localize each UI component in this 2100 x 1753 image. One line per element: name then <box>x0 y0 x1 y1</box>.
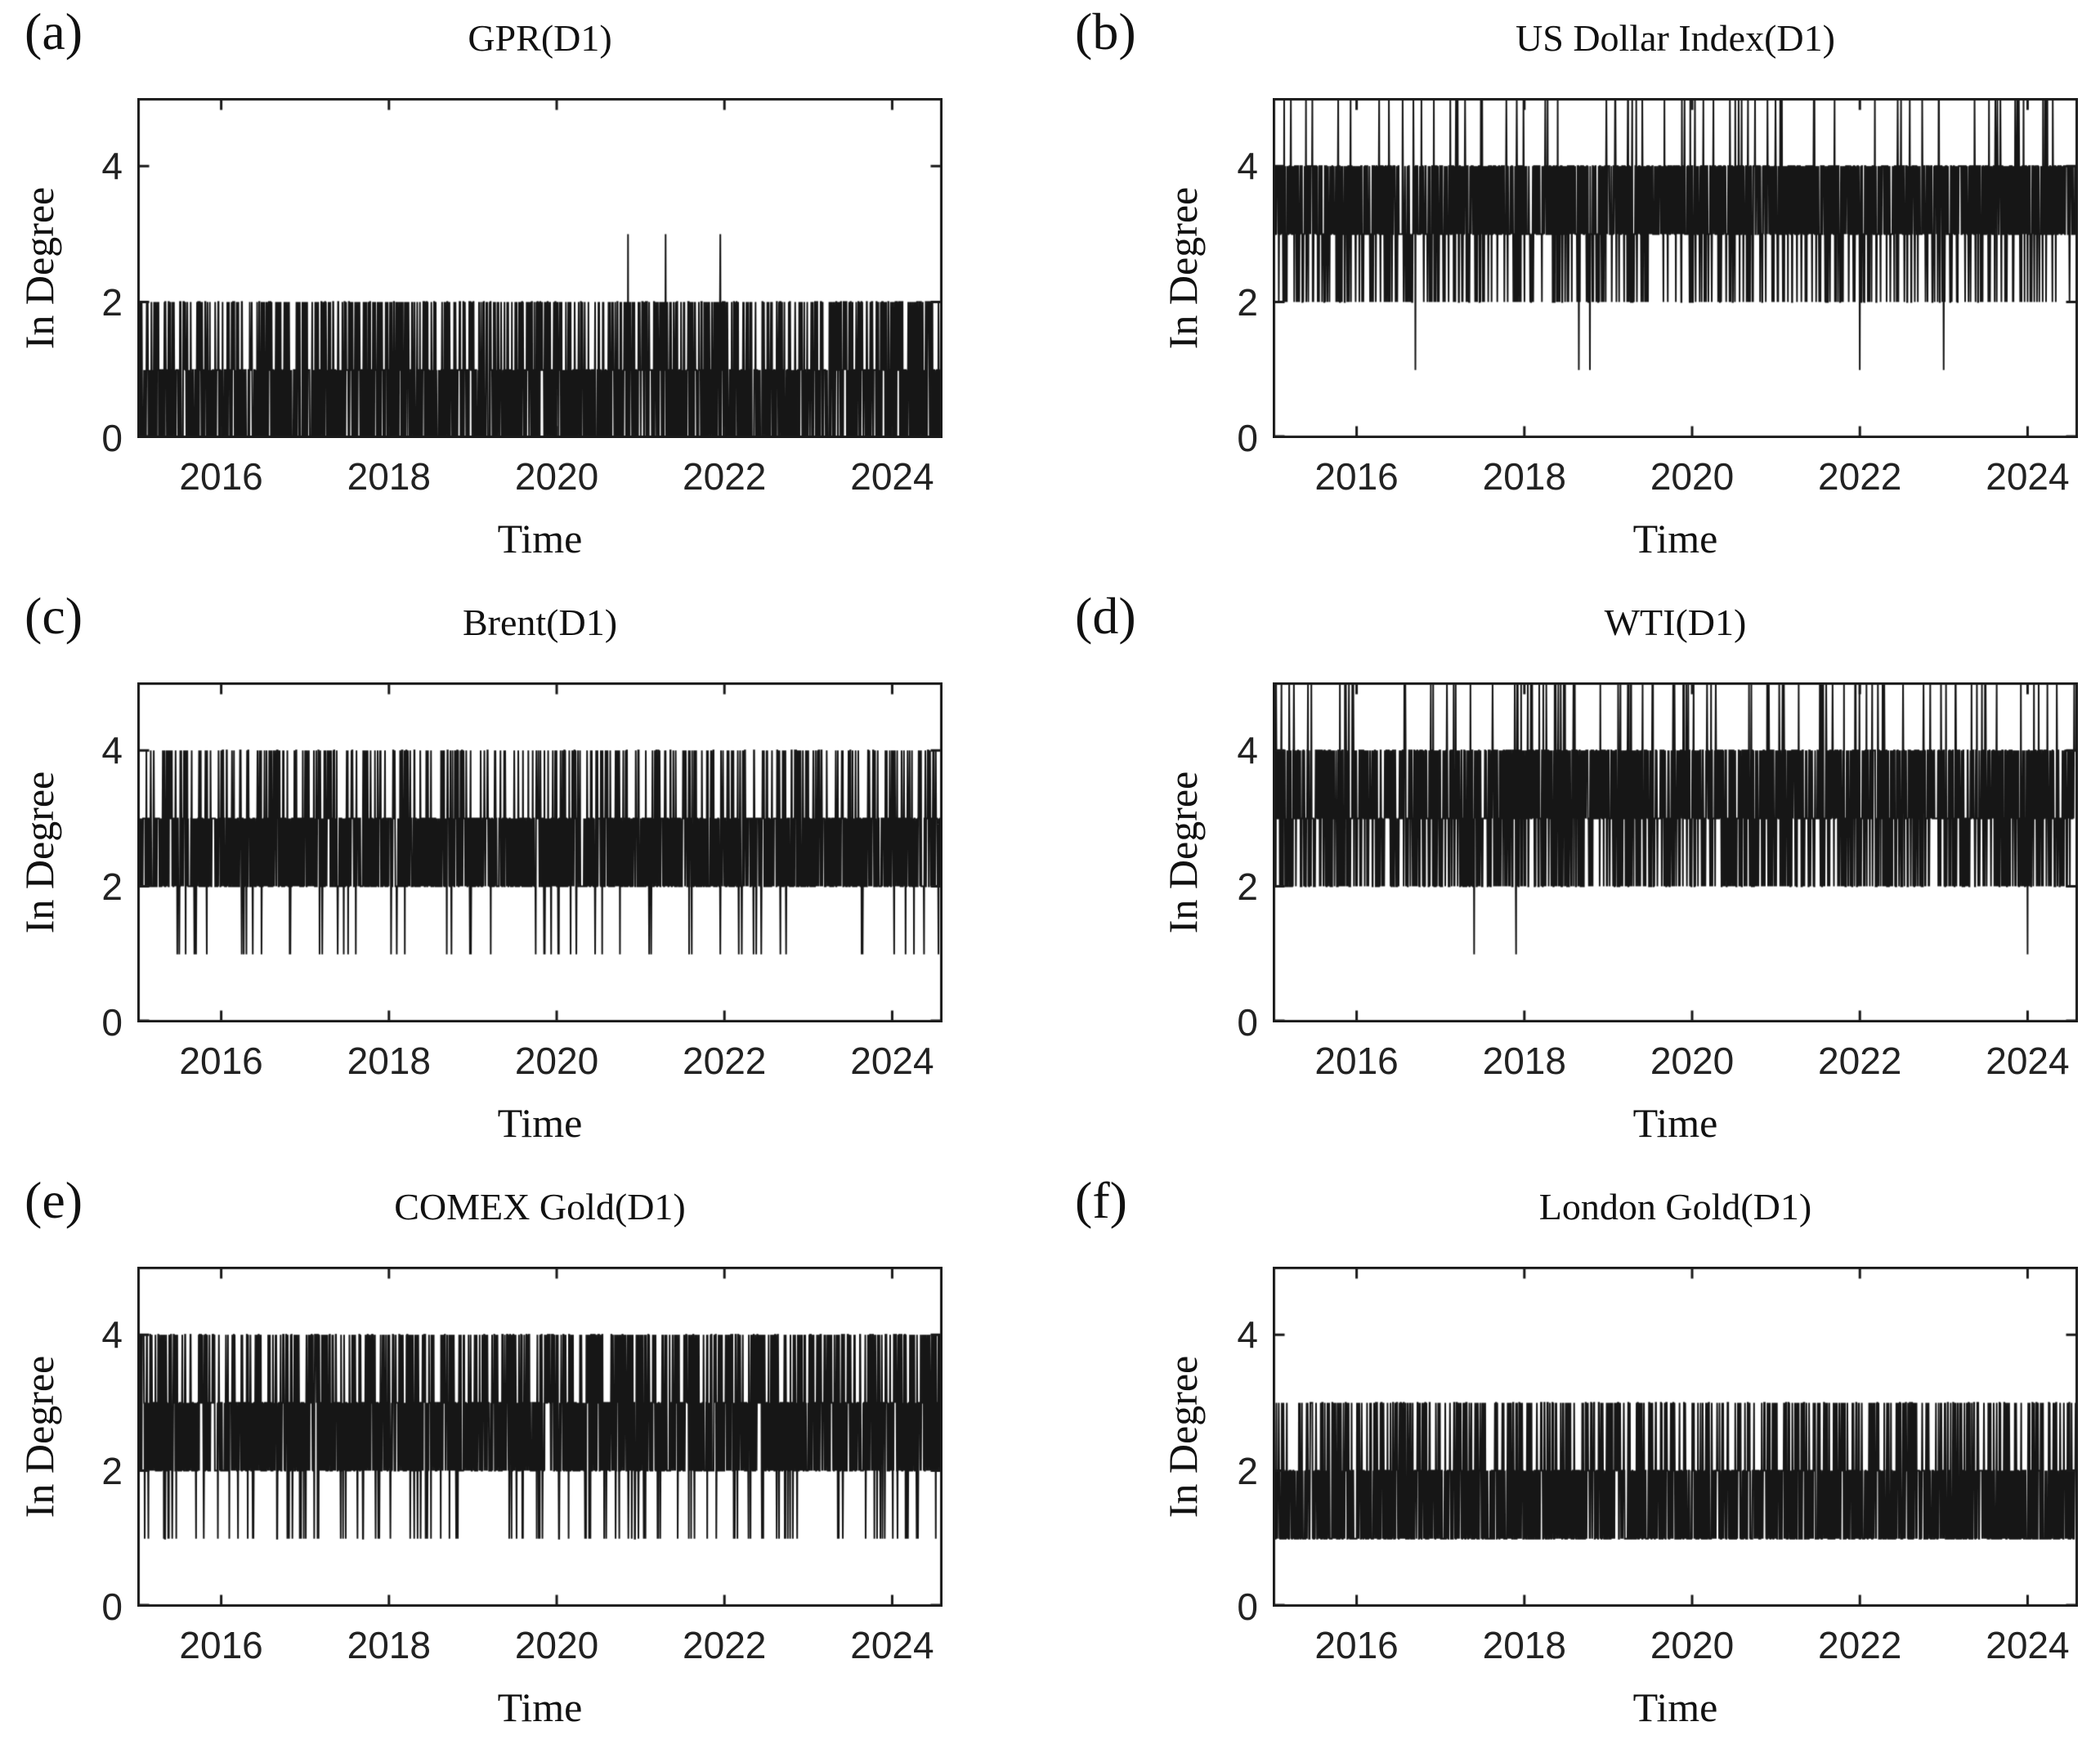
x-tick-label: 2018 <box>347 1040 431 1082</box>
x-tick-label: 2018 <box>1482 1624 1566 1666</box>
panel-title: WTI(D1) <box>1604 601 1747 643</box>
y-tick-label: 2 <box>1237 865 1258 908</box>
plot-canvas-f <box>1273 1267 2078 1607</box>
x-tick-label: 2016 <box>1314 1040 1399 1082</box>
y-tick-label: 0 <box>101 1585 123 1628</box>
x-tick-label: 2022 <box>683 455 767 498</box>
plot-canvas-b <box>1273 98 2078 438</box>
y-tick-label: 2 <box>1237 1449 1258 1492</box>
panel-a-gpr: (a) GPR(D1) In Degree Time 2016 2018 2020 2… <box>0 0 1050 584</box>
y-axis-label: In Degree <box>1160 1355 1206 1518</box>
panel-title: London Gold(D1) <box>1538 1186 1812 1228</box>
y-tick-label: 2 <box>101 1449 123 1492</box>
x-tick-label: 2020 <box>514 1040 599 1082</box>
panel-letter: (f) <box>1075 1171 1127 1229</box>
x-axis-label: Time <box>497 1684 583 1730</box>
panel-letter: (e) <box>25 1171 83 1229</box>
x-tick-label: 2020 <box>1650 1624 1735 1666</box>
x-tick-label: 2022 <box>1818 455 1902 498</box>
y-axis-label: In Degree <box>16 1355 62 1518</box>
x-tick-label: 2020 <box>514 1624 599 1666</box>
y-tick-label: 4 <box>101 1313 123 1357</box>
y-tick-label: 4 <box>1237 729 1258 772</box>
plot-canvas-c <box>137 682 943 1022</box>
panel-title: US Dollar Index(D1) <box>1516 17 1835 59</box>
y-tick-label: 2 <box>101 865 123 908</box>
x-tick-label: 2020 <box>1650 1040 1735 1082</box>
x-tick-label: 2024 <box>850 455 934 498</box>
x-axis-label: Time <box>1632 1684 1718 1730</box>
panel-c-brent: (c) Brent(D1) In Degree Time 2016 2018 202… <box>0 584 1050 1169</box>
x-tick-label: 2016 <box>179 1624 263 1666</box>
y-axis-label: In Degree <box>16 771 62 934</box>
plot-canvas-a <box>137 98 943 438</box>
x-tick-label: 2016 <box>179 1040 263 1082</box>
y-tick-label: 4 <box>1237 145 1258 188</box>
y-tick-label: 0 <box>1237 1585 1258 1628</box>
y-axis-label: In Degree <box>1160 186 1206 350</box>
x-axis-label: Time <box>1632 516 1718 561</box>
panel-letter: (a) <box>25 2 83 60</box>
x-tick-label: 2018 <box>1482 1040 1566 1082</box>
y-tick-label: 0 <box>101 417 123 459</box>
x-tick-label: 2022 <box>683 1624 767 1666</box>
x-tick-label: 2018 <box>1482 455 1566 498</box>
x-axis-label: Time <box>497 516 583 561</box>
x-tick-label: 2024 <box>1986 455 2070 498</box>
x-tick-label: 2020 <box>514 455 599 498</box>
x-tick-label: 2022 <box>683 1040 767 1082</box>
y-tick-label: 4 <box>101 145 123 188</box>
x-tick-label: 2024 <box>850 1624 934 1666</box>
panel-d-wti: (d) WTI(D1) In Degree Time 2016 2018 2020 2… <box>1050 584 2100 1169</box>
panel-letter: (d) <box>1075 587 1136 645</box>
panel-title: GPR(D1) <box>468 17 612 59</box>
x-tick-label: 2016 <box>179 455 263 498</box>
y-tick-label: 0 <box>1237 417 1258 459</box>
x-tick-label: 2024 <box>1986 1040 2070 1082</box>
y-axis-label: In Degree <box>1160 771 1206 934</box>
x-axis-label: Time <box>497 1100 583 1146</box>
panel-b-us-dollar-index: (b) US Dollar Index(D1) In Degree Time 2… <box>1050 0 2100 584</box>
panel-title: Brent(D1) <box>462 601 618 643</box>
y-tick-label: 0 <box>101 1001 123 1044</box>
y-tick-label: 4 <box>1237 1313 1258 1357</box>
y-tick-label: 2 <box>1237 280 1258 324</box>
x-tick-label: 2024 <box>1986 1624 2070 1666</box>
x-tick-label: 2024 <box>850 1040 934 1082</box>
y-axis-label: In Degree <box>16 186 62 350</box>
plot-canvas-d <box>1273 682 2078 1022</box>
x-tick-label: 2022 <box>1818 1624 1902 1666</box>
y-tick-label: 0 <box>1237 1001 1258 1044</box>
x-tick-label: 2016 <box>1314 455 1399 498</box>
panel-letter: (b) <box>1075 2 1136 60</box>
plot-canvas-e <box>137 1267 943 1607</box>
x-tick-label: 2018 <box>347 455 431 498</box>
y-tick-label: 2 <box>101 280 123 324</box>
panel-f-london-gold: (f) London Gold(D1) In Degree Time 2016 2… <box>1050 1169 2100 1753</box>
x-axis-label: Time <box>1632 1100 1718 1146</box>
panel-letter: (c) <box>25 587 83 645</box>
x-tick-label: 2018 <box>347 1624 431 1666</box>
panel-title: COMEX Gold(D1) <box>394 1186 686 1228</box>
x-tick-label: 2022 <box>1818 1040 1902 1082</box>
panel-e-comex-gold: (e) COMEX Gold(D1) In Degree Time 2016 20… <box>0 1169 1050 1753</box>
x-tick-label: 2016 <box>1314 1624 1399 1666</box>
y-tick-label: 4 <box>101 729 123 772</box>
x-tick-label: 2020 <box>1650 455 1735 498</box>
